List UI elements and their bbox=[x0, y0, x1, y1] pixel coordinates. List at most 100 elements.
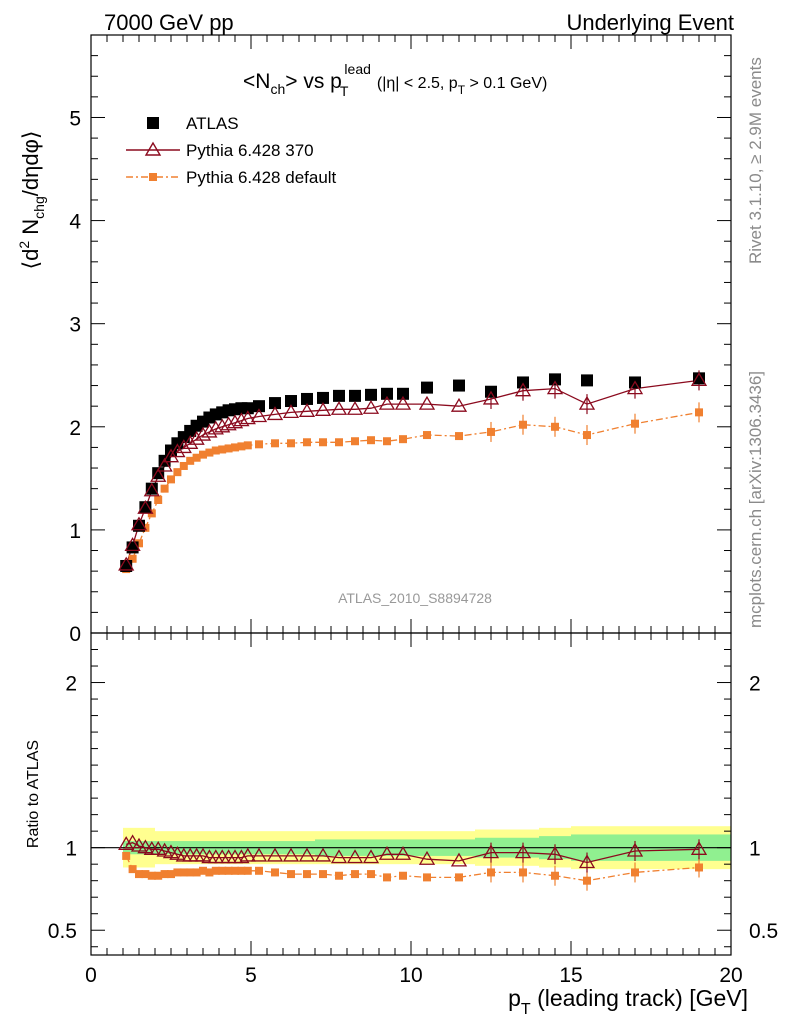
pythia-370-point bbox=[182, 434, 199, 449]
header-right-label: Underlying Event bbox=[566, 10, 734, 35]
ratio-pythia-370-point bbox=[378, 845, 396, 860]
ratio-axes: 0.5 0.51 12 20 5 10 15 20 bbox=[48, 633, 778, 987]
header-left-label: 7000 GeV pp bbox=[104, 10, 234, 35]
ratio-pythia-default-point bbox=[243, 866, 252, 875]
pythia-370-point bbox=[250, 408, 268, 423]
ratio-pythia-default-point bbox=[192, 868, 201, 877]
ratio-pythia-370-point bbox=[450, 852, 468, 867]
ratio-y-axis-label: Ratio to ATLAS bbox=[25, 740, 42, 848]
ratio-pythia-default-point bbox=[695, 863, 703, 872]
atlas-point bbox=[349, 389, 361, 402]
ratio-pythia-default-point bbox=[205, 868, 214, 877]
pythia-default-point bbox=[335, 438, 343, 447]
ratio-panel: 0.5 0.51 12 20 5 10 15 20 Ratio to ATLAS pT (le… bbox=[25, 632, 778, 1018]
ratio-pythia-370-point bbox=[690, 841, 708, 855]
pythia-default-point bbox=[199, 450, 207, 459]
ratio-y-tick-label: 2 bbox=[65, 673, 77, 696]
legend-pythia-default-marker bbox=[149, 173, 157, 181]
ratio-pythia-370-point bbox=[298, 847, 316, 862]
ratio-frame bbox=[90, 632, 732, 956]
x-tick-label: 20 bbox=[719, 964, 742, 987]
ratio-pythia-370-point bbox=[330, 849, 348, 864]
pythia-default-point bbox=[695, 408, 703, 417]
legend-atlas-marker bbox=[147, 117, 159, 129]
pythia-default-point bbox=[383, 437, 391, 446]
ratio-pythia-default-point bbox=[287, 870, 295, 879]
pythia-370-point bbox=[266, 406, 284, 421]
pythia-370-point bbox=[124, 537, 141, 552]
pythia-370-point bbox=[214, 418, 231, 433]
pythia-default-point bbox=[218, 445, 227, 454]
pythia-370-point bbox=[162, 448, 180, 463]
pythia-default-point bbox=[205, 448, 214, 457]
pythia-default-point bbox=[192, 453, 201, 462]
ratio-y-tick-label: 1 bbox=[65, 838, 77, 861]
pythia-default-point bbox=[231, 443, 239, 452]
pythia-370-point bbox=[137, 499, 154, 514]
atlas-point bbox=[145, 482, 158, 495]
ratio-pythia-370-point bbox=[314, 847, 332, 862]
pythia-370-point bbox=[118, 556, 135, 571]
rivet-version-label: Rivet 3.1.10, ≥ 2.9M events bbox=[746, 57, 765, 264]
pythia-default-point bbox=[186, 456, 195, 465]
pythia-370-point bbox=[207, 420, 224, 435]
ratio-pythia-default-point bbox=[160, 870, 169, 879]
atlas-point bbox=[317, 391, 329, 404]
ratio-pythia-default-point bbox=[383, 873, 391, 882]
pythia-370-point bbox=[194, 426, 212, 441]
main-axes: 0 1 2 3 4 5 bbox=[69, 35, 732, 646]
ratio-pythia-370-point bbox=[394, 845, 412, 860]
y-tick-label: 5 bbox=[69, 107, 81, 130]
analysis-watermark: ATLAS_2010_S8894728 bbox=[338, 590, 492, 606]
ratio-pythia-default-point bbox=[224, 866, 233, 875]
pythia-370-point bbox=[578, 395, 596, 410]
pythia-370-point bbox=[150, 467, 167, 482]
pythia-370-point bbox=[239, 410, 256, 425]
atlas-point bbox=[693, 372, 705, 385]
atlas-point bbox=[453, 379, 465, 392]
pythia-default-point bbox=[224, 444, 233, 453]
x-tick-label: 5 bbox=[245, 964, 257, 987]
pythia-default-point bbox=[423, 431, 431, 440]
ratio-pythia-default-point bbox=[303, 870, 311, 879]
atlas-point bbox=[549, 373, 561, 386]
y-tick-label: 2 bbox=[69, 417, 81, 440]
x-tick-label: 10 bbox=[399, 964, 422, 987]
ratio-data-marks bbox=[118, 834, 708, 891]
pythia-370-point bbox=[546, 380, 564, 395]
ratio-pythia-default-point bbox=[135, 870, 143, 879]
atlas-point bbox=[301, 392, 313, 405]
legend-pythia370-label: Pythia 6.428 370 bbox=[186, 141, 314, 160]
x-tick-label: 0 bbox=[85, 964, 97, 987]
pythia-370-point bbox=[226, 414, 244, 429]
ratio-pythia-370-point bbox=[418, 850, 436, 865]
pythia-370-point bbox=[626, 380, 644, 395]
pythia-370-point bbox=[690, 372, 708, 387]
legend: ATLAS Pythia 6.428 370 Pythia 6.428 defa… bbox=[126, 114, 337, 187]
atlas-point bbox=[381, 387, 393, 400]
atlas-point bbox=[139, 501, 152, 514]
pythia-370-point bbox=[143, 482, 160, 497]
pythia-default-point bbox=[255, 440, 263, 449]
atlas-point bbox=[581, 374, 593, 387]
atlas-point bbox=[152, 467, 165, 480]
atlas-point bbox=[397, 387, 409, 400]
pythia-default-point bbox=[399, 435, 407, 444]
ratio-pythia-default-point bbox=[154, 871, 163, 880]
ratio-pythia-default-point bbox=[551, 871, 559, 880]
pythia-default-point bbox=[237, 442, 246, 451]
mcplots-reference-label: mcplots.cern.ch [arXiv:1306.3436] bbox=[746, 370, 765, 628]
ratio-pythia-default-point bbox=[231, 866, 239, 875]
ratio-pythia-370-point bbox=[233, 849, 250, 864]
pythia-370-point bbox=[175, 439, 192, 454]
pythia-default-point bbox=[583, 431, 591, 440]
pythia-default-point bbox=[167, 475, 175, 484]
legend-pythia370-marker bbox=[144, 141, 162, 156]
pythia-default-point bbox=[154, 495, 163, 504]
pythia-default-point bbox=[243, 441, 252, 450]
pythia-default-point bbox=[455, 432, 463, 441]
x-axis-label: pT (leading track) [GeV] bbox=[508, 985, 748, 1018]
pythia-default-point bbox=[135, 539, 143, 548]
pythia-370-point bbox=[378, 395, 396, 410]
